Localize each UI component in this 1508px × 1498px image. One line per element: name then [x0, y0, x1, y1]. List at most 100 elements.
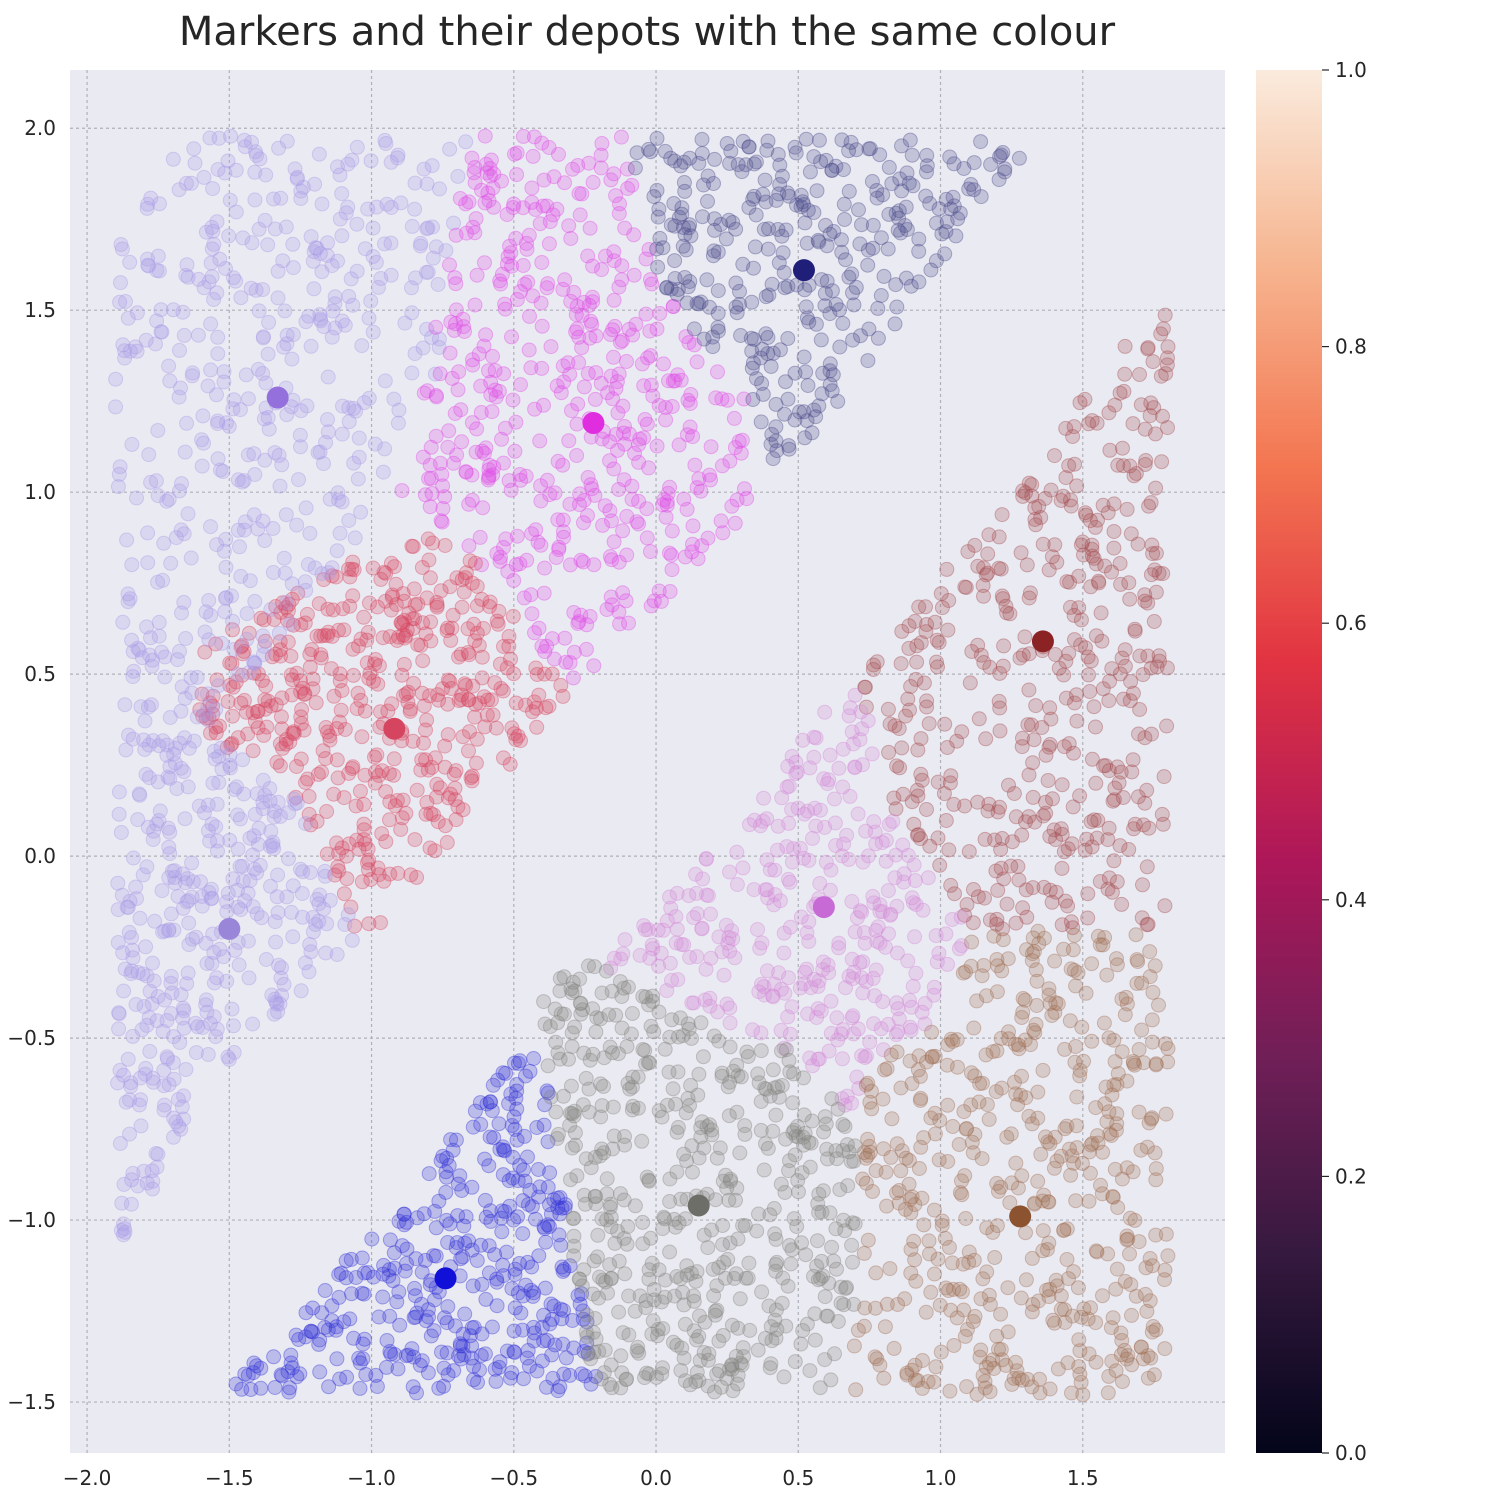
marker-point	[165, 302, 181, 318]
marker-point	[129, 343, 145, 359]
marker-point	[864, 746, 880, 762]
marker-point	[507, 443, 523, 459]
marker-point	[421, 1166, 437, 1182]
marker-point	[542, 214, 558, 230]
marker-point	[157, 992, 173, 1008]
marker-point	[806, 749, 822, 765]
marker-point	[201, 593, 217, 608]
marker-point	[312, 1364, 328, 1380]
marker-point	[1082, 684, 1098, 699]
marker-point	[523, 360, 539, 376]
marker-point	[363, 293, 379, 309]
marker-point	[151, 263, 167, 279]
marker-point	[781, 778, 797, 794]
marker-point	[313, 647, 329, 663]
marker-point	[668, 935, 684, 951]
marker-point	[419, 221, 435, 237]
marker-point	[1148, 1322, 1164, 1338]
marker-point	[424, 329, 440, 345]
x-tick-label: 1.5	[1067, 1466, 1099, 1490]
marker-point	[516, 590, 532, 606]
marker-point	[337, 722, 353, 737]
marker-point	[1112, 385, 1128, 401]
marker-point	[477, 719, 493, 735]
marker-point	[1021, 809, 1037, 825]
marker-point	[1142, 1251, 1158, 1266]
marker-point	[611, 279, 627, 295]
marker-point	[504, 329, 519, 345]
marker-point	[492, 553, 508, 569]
marker-point	[838, 252, 853, 268]
marker-point	[156, 535, 172, 551]
marker-point	[465, 1278, 481, 1294]
marker-point	[754, 375, 770, 391]
marker-point	[606, 166, 622, 182]
marker-point	[1088, 719, 1103, 735]
marker-point	[407, 346, 423, 362]
marker-point	[1066, 745, 1081, 761]
marker-point	[1084, 1033, 1100, 1049]
marker-point	[457, 324, 472, 339]
marker-point	[383, 235, 399, 251]
marker-point	[305, 253, 321, 269]
marker-point	[931, 634, 947, 650]
marker-point	[284, 576, 300, 592]
marker-point	[865, 240, 881, 256]
marker-point	[893, 656, 909, 672]
marker-point	[1088, 775, 1104, 791]
marker-point	[896, 874, 912, 890]
marker-point	[681, 220, 697, 236]
marker-point	[624, 478, 640, 494]
marker-point	[877, 1062, 893, 1078]
marker-point	[1109, 1077, 1125, 1092]
marker-point	[563, 231, 579, 246]
marker-point	[294, 702, 310, 717]
marker-point	[530, 1162, 546, 1177]
marker-point	[499, 1343, 515, 1359]
marker-point	[885, 813, 901, 829]
marker-point	[564, 1140, 580, 1156]
y-tick-label: 2.0	[24, 116, 56, 140]
marker-point	[528, 660, 544, 676]
marker-point	[319, 248, 335, 263]
marker-point	[415, 653, 431, 669]
marker-point	[571, 329, 587, 345]
marker-point	[400, 694, 416, 710]
marker-point	[564, 1039, 580, 1055]
marker-point	[435, 1148, 451, 1164]
marker-point	[418, 722, 433, 738]
marker-point	[114, 1195, 130, 1211]
marker-point	[478, 156, 494, 172]
marker-point	[520, 1343, 536, 1358]
marker-point	[467, 709, 483, 725]
marker-point	[341, 414, 357, 430]
marker-point	[699, 272, 715, 288]
marker-point	[363, 153, 379, 169]
marker-point	[448, 302, 464, 318]
marker-point	[180, 269, 196, 285]
marker-point	[375, 630, 391, 646]
marker-point	[1091, 575, 1107, 591]
marker-point	[810, 232, 826, 248]
marker-point	[115, 614, 131, 630]
marker-point	[923, 1110, 939, 1126]
marker-point	[796, 349, 812, 365]
marker-point	[382, 1308, 398, 1324]
marker-point	[389, 633, 405, 648]
marker-point	[651, 201, 667, 217]
marker-point	[473, 378, 489, 394]
marker-point	[481, 468, 497, 484]
marker-point	[1022, 585, 1038, 601]
marker-point	[882, 907, 898, 923]
marker-point	[312, 307, 328, 323]
marker-point	[361, 671, 377, 686]
marker-point	[273, 190, 289, 206]
marker-point	[324, 1313, 340, 1329]
marker-point	[616, 1192, 632, 1208]
marker-point	[620, 979, 636, 995]
marker-point	[622, 426, 637, 442]
marker-point	[453, 402, 469, 418]
marker-point	[547, 1001, 563, 1017]
marker-point	[431, 331, 447, 347]
marker-point	[624, 177, 640, 193]
